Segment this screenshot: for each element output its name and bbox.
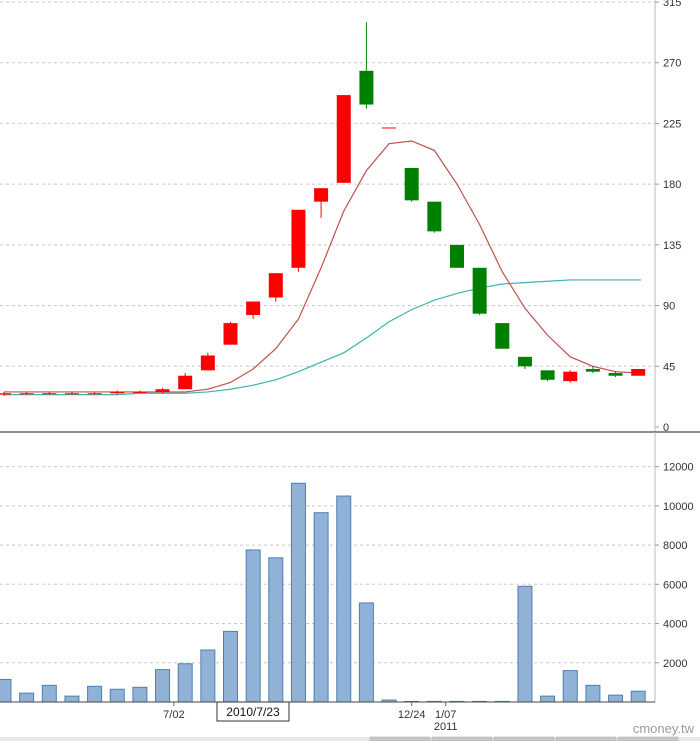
scrollbar-track[interactable]	[0, 737, 700, 741]
price-axis-ticks: 0 45 90 135 180 225 270 315	[655, 0, 681, 434]
volume-bar	[540, 695, 556, 703]
candle-body	[608, 373, 623, 376]
price-gridlines	[0, 1, 655, 367]
volume-bar	[177, 663, 193, 703]
candle-body	[42, 393, 57, 395]
scrollbar-thumb-4[interactable]	[555, 736, 617, 741]
candle-body	[223, 323, 238, 345]
price-tick-label: 90	[663, 301, 675, 313]
price-tick-label: 135	[663, 240, 681, 252]
candle-body	[336, 95, 351, 183]
volume-bar	[358, 602, 374, 703]
candle-body	[495, 323, 510, 349]
candle-body	[110, 391, 125, 394]
candlesticks	[0, 22, 646, 396]
volume-bar	[290, 482, 306, 703]
volume-tick-label: 12000	[663, 462, 694, 474]
scrollbar-thumb-2[interactable]	[431, 736, 493, 741]
volume-tick-label: 6000	[663, 579, 687, 591]
candle-body	[314, 188, 329, 202]
candle-body	[404, 167, 419, 201]
moving-average-long	[4, 279, 641, 396]
volume-tick-label: 8000	[663, 540, 687, 552]
volume-tick-label: 4000	[663, 619, 687, 631]
volume-bar	[313, 512, 329, 703]
price-tick-label: 225	[663, 118, 681, 130]
price-tick-label: 0	[663, 422, 669, 434]
candle-body	[87, 393, 102, 395]
price-tick-label: 180	[663, 179, 681, 191]
candle-body	[631, 368, 646, 376]
cursor-date-frame	[216, 701, 290, 722]
scrollbar-thumb-5[interactable]	[617, 736, 679, 741]
candle-body	[0, 393, 11, 395]
candle-body	[450, 244, 464, 268]
candle-body	[517, 356, 532, 367]
volume-axis-ticks: 2000 4000 6000 8000 10000 12000	[655, 462, 694, 670]
volume-bars	[0, 482, 646, 703]
volume-bar	[109, 688, 125, 703]
scrollbar-thumb-3[interactable]	[493, 736, 555, 741]
candle-body	[585, 368, 600, 372]
candle-body	[132, 391, 147, 393]
volume-bar	[64, 695, 80, 703]
volume-bar	[41, 684, 57, 703]
volume-bar	[517, 585, 533, 703]
volume-bar	[562, 670, 578, 703]
price-tick-label: 315	[663, 0, 681, 9]
candle-body	[200, 355, 215, 371]
candle-body	[563, 371, 578, 382]
price-tick-label: 270	[663, 58, 681, 70]
volume-tick-label: 10000	[663, 501, 694, 513]
volume-bar	[245, 549, 261, 703]
candle-body	[291, 209, 306, 268]
bottom-scrollbar[interactable]	[0, 736, 700, 741]
scrollbar-thumb-1[interactable]	[369, 736, 431, 741]
candle-body	[540, 370, 555, 380]
date-tick-label: 2011	[434, 721, 458, 733]
date-tick-label: 1/07	[435, 709, 456, 721]
volume-bar	[608, 694, 624, 703]
date-tick-label: 12/24	[398, 709, 426, 721]
volume-bar	[630, 690, 646, 703]
candle-body	[268, 273, 283, 298]
volume-bar	[155, 669, 171, 703]
price-tick-label: 45	[663, 361, 675, 373]
candle-body	[178, 375, 193, 390]
candle-body	[382, 127, 397, 129]
volume-gridlines	[0, 466, 655, 664]
price-panel: 0 45 90 135 180 225 270 315	[0, 0, 681, 434]
volume-bar	[0, 678, 12, 703]
cursor-date-label: 2010/7/23	[226, 705, 280, 719]
candle-body	[19, 393, 34, 395]
volume-tick-label: 2000	[663, 658, 687, 670]
volume-bar	[132, 686, 148, 703]
volume-bar	[87, 685, 103, 703]
candle-body	[64, 393, 79, 395]
volume-bar	[268, 557, 284, 703]
volume-bar	[585, 684, 601, 703]
volume-bar	[200, 649, 216, 703]
candle-body	[246, 301, 261, 316]
candle-body	[155, 389, 170, 392]
volume-bar	[19, 692, 35, 703]
volume-panel: 2000 4000 6000 8000 10000 12000 7/02 12/24 1/07…	[0, 432, 694, 733]
moving-average-short	[4, 140, 639, 393]
candle-body	[427, 201, 442, 232]
date-tick-label: 7/02	[163, 709, 184, 721]
candle-body	[472, 267, 487, 314]
candle-body	[359, 70, 374, 105]
cursor-date-box: 2010/7/23	[216, 701, 290, 722]
volume-bar	[223, 630, 238, 703]
watermark-text: cmoney.tw	[633, 721, 695, 736]
volume-bar	[336, 495, 352, 703]
